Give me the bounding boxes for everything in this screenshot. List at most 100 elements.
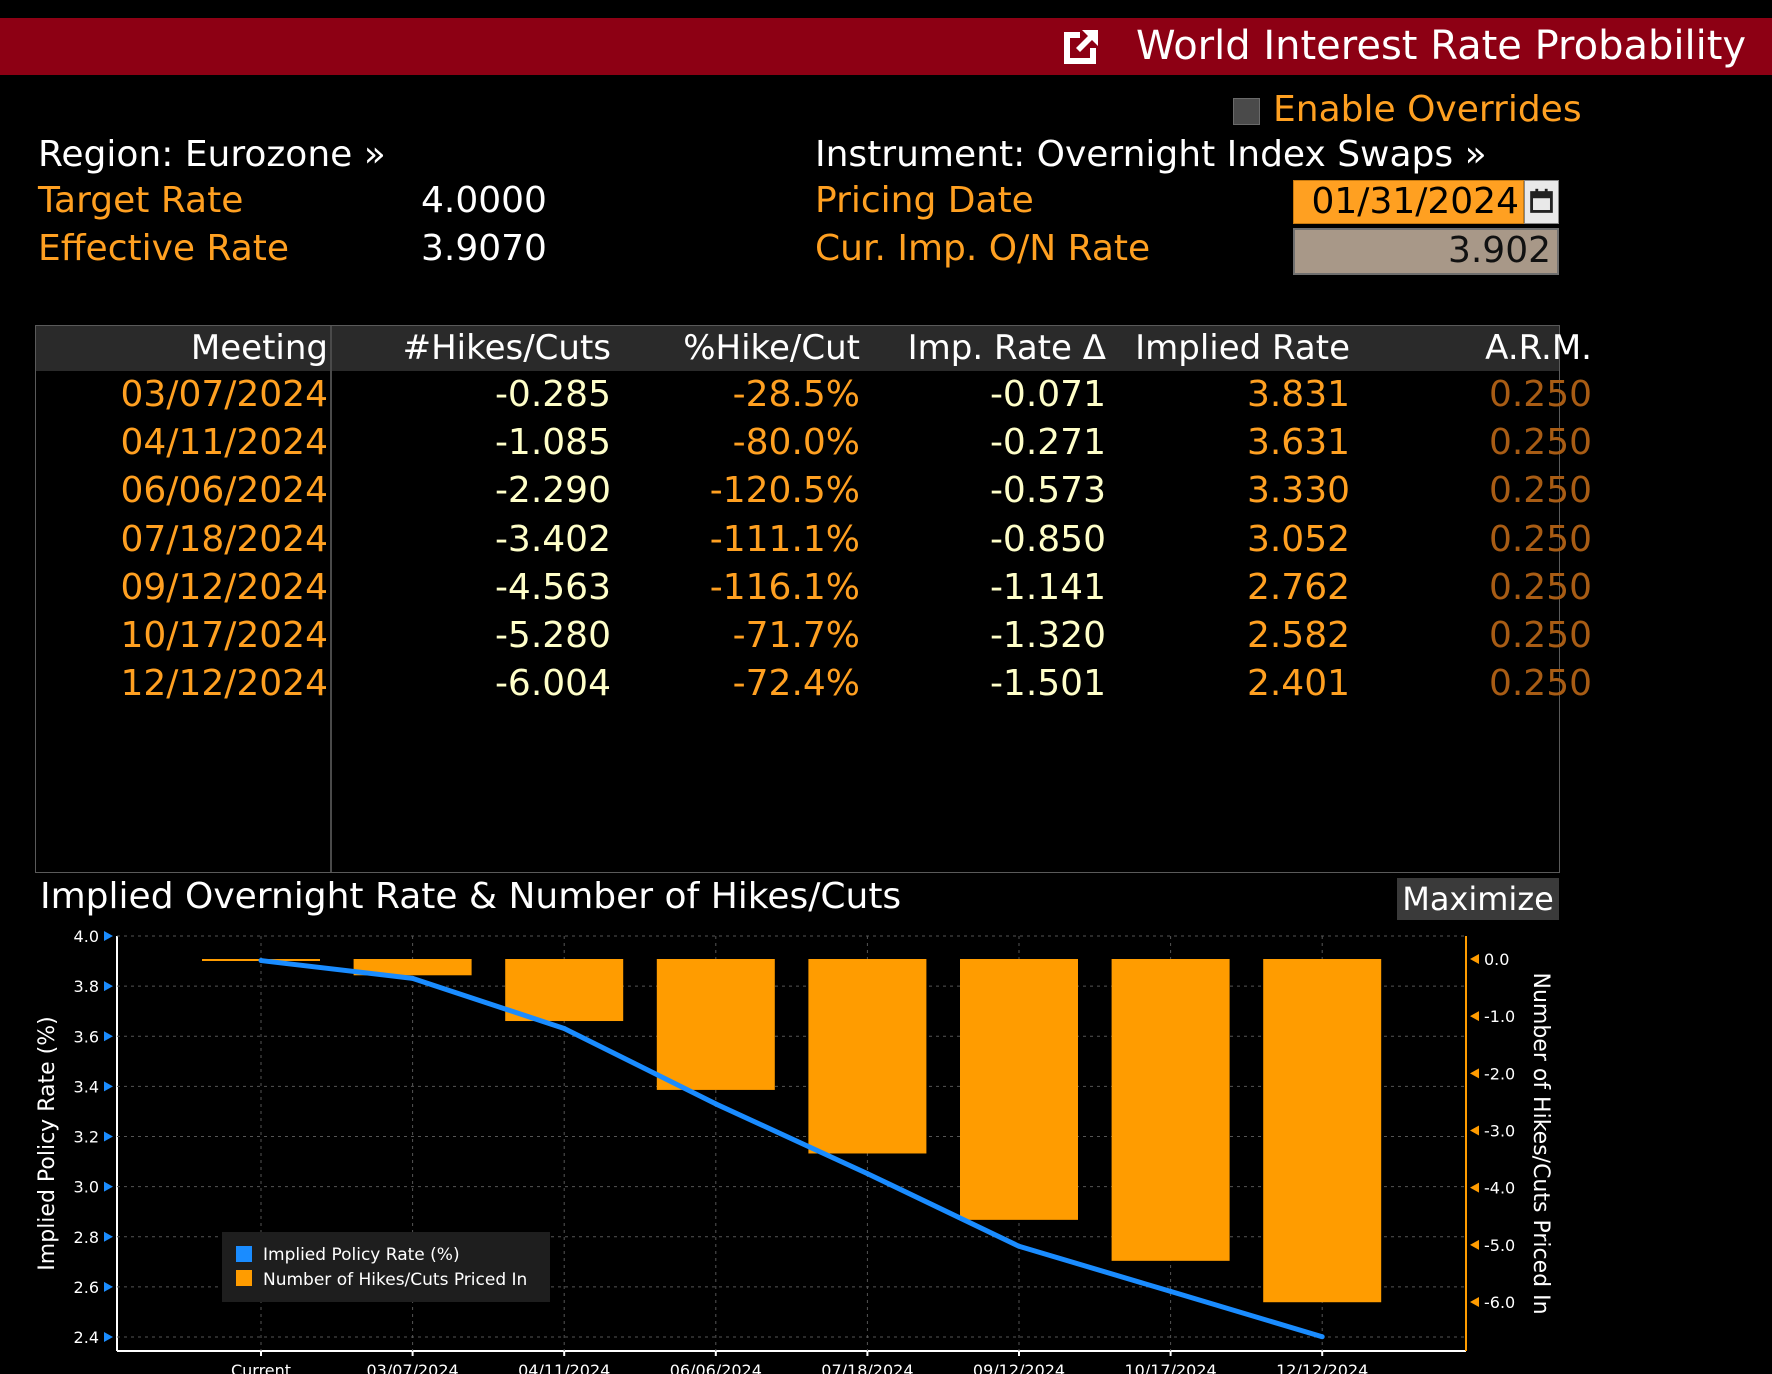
line-point	[864, 1171, 870, 1177]
instrument-selector[interactable]: Instrument: Overnight Index Swaps »	[815, 134, 1487, 175]
legend-swatch-implied-rate	[236, 1246, 252, 1262]
left-tick-label: 3.2	[74, 1128, 99, 1147]
cell-implied-rate: 2.762	[1246, 566, 1350, 608]
right-tick-label: -6.0	[1484, 1293, 1515, 1312]
legend-box	[222, 1232, 550, 1302]
cell-imp-rate-delta: -1.501	[989, 663, 1106, 705]
left-tick-marker	[104, 1081, 113, 1092]
right-axis-title: Number of Hikes/Cuts Priced In	[1528, 972, 1553, 1314]
column-divider	[330, 326, 332, 872]
x-tick-label: 12/12/2024	[1276, 1361, 1368, 1374]
enable-overrides-checkbox[interactable]	[1233, 98, 1260, 125]
cell-pct-hike-cut: -116.1%	[709, 566, 860, 608]
on-rate-value: 3.902	[1293, 228, 1559, 275]
cell-imp-rate-delta: -0.573	[989, 470, 1106, 512]
right-tick-marker	[1470, 1011, 1479, 1022]
cell-meeting[interactable]: 06/06/2024	[120, 470, 329, 512]
cell-implied-rate: 3.631	[1246, 422, 1350, 464]
col-header-pct-hike-cut[interactable]: %Hike/Cut	[683, 328, 860, 368]
cell-arm: 0.250	[1488, 566, 1592, 608]
table-header: Meeting #Hikes/Cuts %Hike/Cut Imp. Rate …	[36, 326, 1592, 371]
right-tick-marker	[1470, 1239, 1479, 1250]
cell-meeting[interactable]: 09/12/2024	[120, 566, 329, 608]
cell-hikes-cuts: -6.004	[494, 663, 611, 705]
cell-pct-hike-cut: -72.4%	[732, 663, 860, 705]
left-tick-label: 3.6	[74, 1027, 99, 1046]
cell-meeting[interactable]: 12/12/2024	[120, 663, 329, 705]
col-header-arm[interactable]: A.R.M.	[1485, 328, 1592, 368]
cell-meeting[interactable]: 03/07/2024	[120, 374, 329, 415]
cell-imp-rate-delta: -1.141	[989, 566, 1106, 608]
cell-imp-rate-delta: -1.320	[989, 615, 1106, 656]
left-axis-title: Implied Policy Rate (%)	[35, 1016, 60, 1270]
effective-rate-value: 3.9070	[421, 228, 547, 269]
col-header-hikes-cuts[interactable]: #Hikes/Cuts	[402, 328, 611, 368]
bar	[505, 959, 624, 1022]
launch-icon[interactable]	[1058, 24, 1104, 70]
meetings-table: Meeting #Hikes/Cuts %Hike/Cut Imp. Rate …	[35, 325, 1592, 873]
x-tick-label: 07/18/2024	[821, 1361, 913, 1374]
left-tick-marker	[104, 1332, 113, 1342]
left-tick-marker	[104, 1131, 113, 1142]
cell-pct-hike-cut: -28.5%	[732, 374, 860, 415]
rate-chart: 2.4 2.6 2.8 3.0 3.2 3.4 3.6 3.8 4.0 0.0 -1.0 -2.0 -3…	[35, 927, 1553, 1374]
right-tick-label: -4.0	[1484, 1179, 1515, 1198]
bar	[960, 959, 1078, 1220]
bar	[1111, 959, 1230, 1261]
cell-implied-rate: 3.330	[1246, 470, 1350, 512]
cell-imp-rate-delta: -0.850	[989, 518, 1106, 560]
cell-meeting[interactable]: 04/11/2024	[120, 422, 329, 464]
col-header-meeting[interactable]: Meeting	[190, 328, 328, 368]
cell-hikes-cuts: -4.563	[494, 566, 611, 608]
target-rate-label: Target Rate	[38, 180, 244, 221]
cell-pct-hike-cut: -80.0%	[732, 422, 860, 464]
line-point	[713, 1101, 719, 1107]
cell-arm: 0.250	[1488, 518, 1592, 560]
left-tick-label: 3.4	[74, 1077, 99, 1096]
cell-pct-hike-cut: -71.7%	[732, 615, 860, 656]
col-header-imp-rate-delta[interactable]: Imp. Rate Δ	[907, 328, 1106, 368]
left-tick-label: 2.4	[74, 1328, 99, 1347]
effective-rate-label: Effective Rate	[38, 228, 290, 269]
cell-hikes-cuts: -3.402	[494, 518, 611, 560]
line-point	[410, 975, 416, 981]
enable-overrides-label[interactable]: Enable Overrides	[1273, 89, 1582, 130]
right-tick-marker	[1470, 1125, 1479, 1136]
cell-hikes-cuts: -0.285	[494, 374, 611, 415]
bar	[1263, 959, 1382, 1303]
x-tick-label: 06/06/2024	[670, 1361, 762, 1374]
cell-arm: 0.250	[1488, 422, 1592, 464]
cell-arm: 0.250	[1488, 470, 1592, 512]
cell-implied-rate: 3.831	[1246, 374, 1350, 415]
cell-arm: 0.250	[1488, 663, 1592, 705]
pricing-date-input[interactable]: 01/31/2024	[1293, 180, 1524, 224]
bar	[353, 959, 472, 976]
maximize-button[interactable]: Maximize	[1397, 878, 1559, 920]
line-point	[1016, 1243, 1022, 1249]
col-header-implied-rate[interactable]: Implied Rate	[1135, 328, 1350, 368]
left-tick-marker	[104, 1281, 113, 1292]
line-series-implied-rate	[260, 958, 1323, 1340]
legend-label-hikes-cuts: Number of Hikes/Cuts Priced In	[263, 1270, 527, 1290]
cell-imp-rate-delta: -0.271	[989, 422, 1106, 464]
cell-imp-rate-delta: -0.071	[989, 374, 1106, 415]
calendar-icon[interactable]	[1524, 180, 1559, 224]
legend-label-implied-rate: Implied Policy Rate (%)	[263, 1245, 460, 1265]
left-tick-label: 3.8	[74, 977, 99, 996]
right-tick-label: 0.0	[1484, 950, 1509, 969]
app-title: World Interest Rate Probability	[1136, 23, 1747, 69]
cell-hikes-cuts: -2.290	[494, 470, 611, 512]
cell-meeting[interactable]: 07/18/2024	[120, 518, 329, 560]
cell-meeting[interactable]: 10/17/2024	[120, 615, 329, 656]
region-selector[interactable]: Region: Eurozone »	[38, 134, 386, 175]
right-tick-marker	[1470, 1297, 1479, 1307]
cell-implied-rate: 3.052	[1246, 518, 1350, 560]
left-tick-marker	[104, 1231, 113, 1242]
line-point	[1319, 1334, 1325, 1340]
bar	[656, 959, 775, 1090]
right-tick-marker	[1470, 954, 1479, 964]
line-point	[258, 958, 264, 964]
x-tick-label: 03/07/2024	[366, 1361, 458, 1374]
line-point	[561, 1025, 567, 1031]
cell-arm: 0.250	[1488, 615, 1592, 656]
